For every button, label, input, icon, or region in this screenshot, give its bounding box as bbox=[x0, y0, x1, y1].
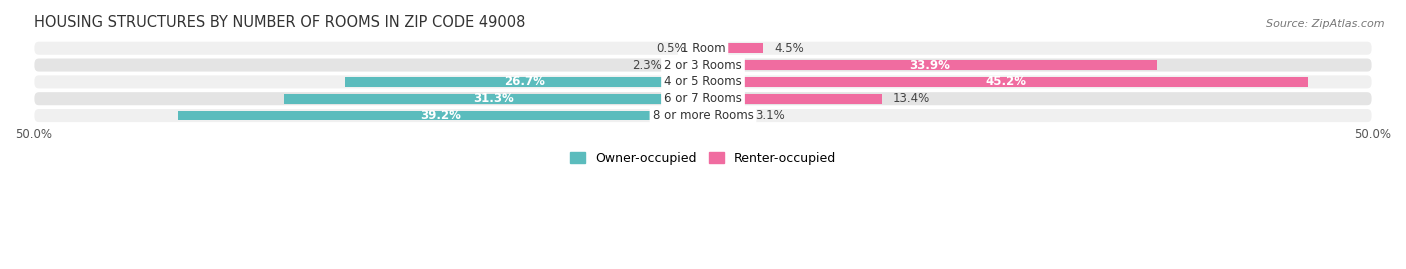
Text: 13.4%: 13.4% bbox=[893, 92, 931, 105]
Bar bbox=[346, 77, 703, 87]
Text: 2 or 3 Rooms: 2 or 3 Rooms bbox=[664, 59, 742, 72]
Text: 2.3%: 2.3% bbox=[631, 59, 661, 72]
Text: 0.5%: 0.5% bbox=[657, 42, 686, 55]
Text: 4 or 5 Rooms: 4 or 5 Rooms bbox=[664, 75, 742, 89]
Text: 4.5%: 4.5% bbox=[773, 42, 804, 55]
Text: 31.3%: 31.3% bbox=[472, 92, 513, 105]
Text: 39.2%: 39.2% bbox=[420, 109, 461, 122]
Bar bbox=[284, 94, 703, 104]
Bar bbox=[703, 77, 1308, 87]
Text: 3.1%: 3.1% bbox=[755, 109, 785, 122]
FancyBboxPatch shape bbox=[34, 74, 1372, 90]
Legend: Owner-occupied, Renter-occupied: Owner-occupied, Renter-occupied bbox=[569, 152, 837, 165]
Bar bbox=[672, 60, 703, 70]
Bar bbox=[703, 43, 763, 53]
FancyBboxPatch shape bbox=[34, 58, 1372, 73]
FancyBboxPatch shape bbox=[34, 108, 1372, 123]
FancyBboxPatch shape bbox=[34, 91, 1372, 106]
Text: 6 or 7 Rooms: 6 or 7 Rooms bbox=[664, 92, 742, 105]
Text: Source: ZipAtlas.com: Source: ZipAtlas.com bbox=[1267, 19, 1385, 29]
Bar bbox=[179, 111, 703, 121]
Bar bbox=[703, 94, 883, 104]
Bar bbox=[703, 60, 1157, 70]
Text: 33.9%: 33.9% bbox=[910, 59, 950, 72]
Bar bbox=[703, 111, 745, 121]
Text: 26.7%: 26.7% bbox=[503, 75, 544, 89]
FancyBboxPatch shape bbox=[34, 41, 1372, 56]
Text: HOUSING STRUCTURES BY NUMBER OF ROOMS IN ZIP CODE 49008: HOUSING STRUCTURES BY NUMBER OF ROOMS IN… bbox=[34, 15, 524, 30]
Text: 45.2%: 45.2% bbox=[986, 75, 1026, 89]
Text: 1 Room: 1 Room bbox=[681, 42, 725, 55]
Text: 8 or more Rooms: 8 or more Rooms bbox=[652, 109, 754, 122]
Bar bbox=[696, 43, 703, 53]
